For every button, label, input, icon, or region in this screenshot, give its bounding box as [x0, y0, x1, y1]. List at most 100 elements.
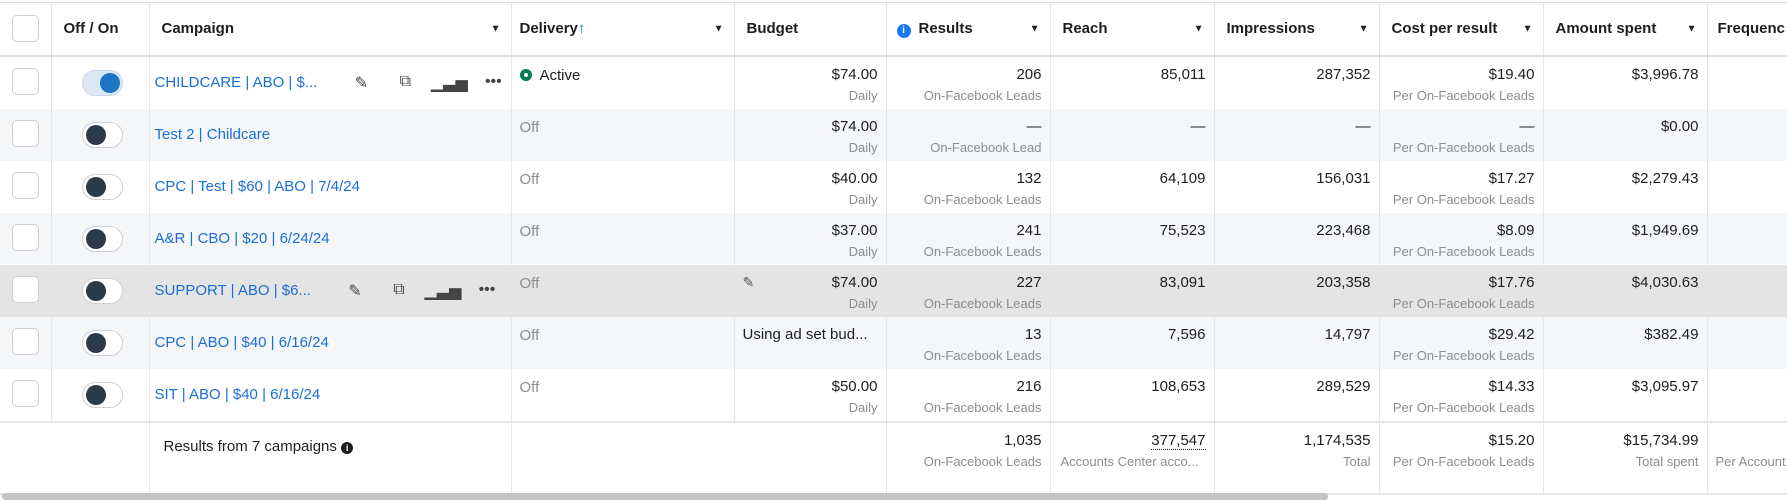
row-actions: ✎ ⧉ ▁▃▅ ••• — [333, 281, 509, 301]
delivery-text: Off — [519, 326, 540, 344]
impressions-cell: — — [1214, 108, 1380, 161]
header-budget[interactable]: Budget — [734, 2, 887, 57]
row-checkbox[interactable] — [12, 275, 39, 303]
header-results[interactable]: i Results ▼ — [886, 2, 1051, 57]
summary-reach-value[interactable]: 377,547 — [1151, 431, 1206, 450]
budget-cell[interactable]: $50.00 Daily — [734, 368, 887, 422]
frequency-cell — [1707, 265, 1787, 317]
table-row[interactable]: SUPPORT | ABO | $6... ✎ ⧉ ▁▃▅ ••• Off ✎ $74.0… — [0, 264, 1787, 317]
campaign-name-link[interactable]: SIT | ABO | $40 | 6/16/24 — [154, 386, 321, 403]
caret-down-icon[interactable]: ▼ — [490, 23, 501, 35]
caret-down-icon[interactable]: ▼ — [1029, 23, 1040, 35]
edit-pencil-icon[interactable]: ✎ — [348, 282, 362, 300]
caret-down-icon[interactable]: ▼ — [1686, 23, 1697, 35]
delivery-text: Off — [519, 118, 540, 136]
budget-cell[interactable]: $37.00 Daily — [734, 212, 887, 265]
header-amount-spent[interactable]: Amount spent ▼ — [1543, 2, 1708, 57]
chart-icon[interactable]: ▁▃▅ — [424, 282, 462, 300]
row-checkbox[interactable] — [12, 223, 39, 251]
campaign-toggle[interactable] — [81, 225, 123, 252]
edit-pencil-icon[interactable]: ✎ — [354, 74, 369, 92]
budget-cell[interactable]: $40.00 Daily — [734, 160, 887, 213]
summary-spent: $15,734.99 Total spent — [1543, 420, 1708, 495]
budget-sub: Daily — [848, 191, 878, 207]
results-sub: On-Facebook Leads — [923, 399, 1042, 415]
delivery-status: Off — [511, 316, 735, 369]
delivery-text: Off — [519, 222, 540, 240]
table-row[interactable]: A&R | CBO | $20 | 6/24/24 Off $37.00 Dail… — [0, 212, 1787, 265]
header-delivery-label: Delivery — [519, 20, 578, 38]
budget-value: Using ad set bud... — [742, 325, 868, 343]
campaign-name-link[interactable]: SUPPORT | ABO | $6... — [154, 282, 311, 299]
caret-down-icon[interactable]: ▼ — [1358, 23, 1369, 35]
campaign-name-link[interactable]: Test 2 | Childcare — [154, 126, 271, 143]
results-value: 206 — [1016, 65, 1042, 83]
header-cost-per-result[interactable]: Cost per result ▼ — [1379, 2, 1544, 57]
sort-ascending-icon[interactable]: ↑ — [577, 20, 586, 38]
campaign-toggle[interactable] — [81, 381, 123, 408]
cost-per-result-cell: $29.42 Per On-Facebook Leads — [1379, 316, 1544, 369]
duplicate-icon[interactable]: ⧉ — [393, 280, 405, 298]
campaign-name-link[interactable]: A&R | CBO | $20 | 6/24/24 — [154, 230, 330, 247]
campaign-toggle[interactable] — [81, 173, 123, 200]
info-icon[interactable]: i — [341, 441, 354, 454]
info-icon[interactable]: i — [896, 23, 911, 38]
row-checkbox[interactable] — [12, 67, 39, 95]
results-sub: On-Facebook Leads — [923, 347, 1042, 363]
table-row[interactable]: SIT | ABO | $40 | 6/16/24 Off $50.00 Dail… — [0, 368, 1787, 422]
header-delivery[interactable]: Delivery↑ ▼ — [511, 2, 735, 57]
header-frequency[interactable]: Frequenc — [1707, 2, 1787, 57]
reach-cell: — — [1050, 108, 1215, 161]
header-impressions[interactable]: Impressions ▼ — [1214, 2, 1380, 57]
row-checkbox[interactable] — [12, 119, 39, 147]
budget-value: $40.00 — [831, 169, 878, 187]
campaign-name-link[interactable]: CPC | ABO | $40 | 6/16/24 — [154, 334, 329, 351]
campaign-name-link[interactable]: CPC | Test | $60 | ABO | 7/4/24 — [154, 178, 360, 195]
more-icon[interactable]: ••• — [478, 280, 496, 298]
duplicate-icon[interactable]: ⧉ — [399, 72, 412, 90]
results-value: 241 — [1016, 221, 1042, 239]
cost-per-result-cell: $8.09 Per On-Facebook Leads — [1379, 212, 1544, 265]
summary-frequency-sub: Per Account — [1715, 453, 1786, 469]
toggle-knob — [85, 332, 106, 353]
campaign-toggle[interactable] — [81, 121, 123, 148]
campaign-name-link[interactable]: CHILDCARE | ABO | $... — [154, 74, 318, 91]
table-row[interactable]: CPC | ABO | $40 | 6/16/24 Off Using ad s… — [0, 316, 1787, 369]
campaign-toggle[interactable] — [81, 69, 123, 96]
header-reach[interactable]: Reach ▼ — [1050, 2, 1215, 57]
header-spent-label: Amount spent — [1555, 20, 1657, 38]
toggle-knob — [85, 280, 106, 301]
budget-cell[interactable]: $74.00 Daily — [734, 108, 887, 161]
header-cpr-label: Cost per result — [1391, 20, 1498, 38]
select-all-checkbox[interactable] — [12, 15, 39, 43]
caret-down-icon[interactable]: ▼ — [1193, 23, 1204, 35]
caret-down-icon[interactable]: ▼ — [713, 23, 724, 35]
campaign-toggle[interactable] — [81, 329, 123, 356]
budget-sub: Daily — [848, 295, 878, 311]
budget-cell[interactable]: ✎ $74.00 Daily — [734, 264, 887, 317]
impressions-cell: 14,797 — [1214, 316, 1380, 369]
row-checkbox[interactable] — [12, 379, 39, 407]
budget-cell[interactable]: Using ad set bud... — [734, 316, 887, 369]
chart-icon[interactable]: ▁▃▅ — [430, 74, 468, 92]
more-icon[interactable]: ••• — [484, 72, 502, 90]
caret-down-icon[interactable]: ▼ — [1522, 23, 1533, 35]
row-checkbox[interactable] — [12, 327, 39, 355]
reach-cell: 85,011 — [1050, 55, 1215, 109]
horizontal-scrollbar[interactable] — [2, 493, 1328, 500]
summary-label-text: Results from 7 campaigns — [163, 437, 337, 455]
row-checkbox[interactable] — [12, 171, 39, 199]
table-row[interactable]: Test 2 | Childcare Off $74.00 Daily — On-F… — [0, 108, 1787, 161]
cpr-value: $19.40 — [1488, 65, 1535, 83]
delivery-text: Off — [519, 170, 540, 188]
table-row[interactable]: CHILDCARE | ABO | $... ✎ ⧉ ▁▃▅ ••• Active $7… — [0, 55, 1787, 109]
summary-reach: 377,547 Accounts Center acco... — [1050, 420, 1215, 495]
summary-label: Results from 7 campaigns i — [149, 420, 512, 495]
budget-cell[interactable]: $74.00 Daily — [734, 55, 887, 109]
campaign-toggle[interactable] — [81, 277, 123, 304]
table-row[interactable]: CPC | Test | $60 | ABO | 7/4/24 Off $40.… — [0, 160, 1787, 213]
header-campaign[interactable]: Campaign ▼ — [149, 2, 512, 57]
summary-cpr-value: $15.20 — [1488, 431, 1535, 449]
impressions-cell: 289,529 — [1214, 368, 1380, 422]
edit-pencil-icon[interactable]: ✎ — [742, 273, 755, 290]
